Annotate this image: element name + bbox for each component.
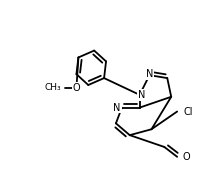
Text: O: O: [73, 83, 80, 93]
Text: N: N: [114, 103, 121, 113]
Text: N: N: [138, 90, 145, 100]
Text: N: N: [146, 69, 153, 79]
Text: CH₃: CH₃: [45, 83, 62, 92]
Text: O: O: [182, 152, 190, 162]
Text: Cl: Cl: [183, 106, 192, 117]
